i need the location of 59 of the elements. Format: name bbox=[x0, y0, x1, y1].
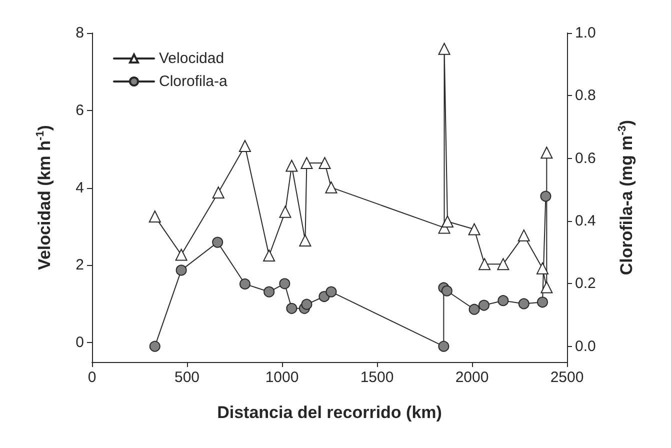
point bbox=[325, 181, 338, 194]
point bbox=[518, 298, 530, 310]
point bbox=[148, 210, 161, 222]
point bbox=[537, 296, 548, 308]
point bbox=[518, 229, 530, 242]
y2-tick-label: 0.6 bbox=[575, 150, 596, 167]
y-axis-title: Velocidad (km h-1) bbox=[34, 125, 54, 270]
x-tick-label: 2500 bbox=[550, 369, 584, 386]
legend-label: Velocidad bbox=[159, 50, 224, 67]
point bbox=[300, 157, 313, 170]
point bbox=[438, 340, 450, 352]
point bbox=[441, 216, 454, 228]
point bbox=[540, 146, 553, 159]
point bbox=[263, 250, 276, 262]
y2-tick-label: 0.0 bbox=[575, 338, 596, 355]
point bbox=[286, 160, 298, 172]
y2-tick-label: 1.0 bbox=[575, 24, 596, 42]
point bbox=[438, 42, 450, 55]
x-tick-label: 0 bbox=[88, 369, 96, 386]
point bbox=[478, 300, 490, 311]
point bbox=[212, 236, 224, 248]
y2-tick-label: 0.2 bbox=[575, 275, 596, 292]
point bbox=[536, 262, 548, 274]
point bbox=[279, 206, 292, 218]
y-tick-label: 6 bbox=[76, 102, 84, 119]
y-tick-label: 2 bbox=[76, 256, 84, 274]
point bbox=[326, 286, 337, 298]
point bbox=[478, 258, 491, 270]
y2-axis-title: Clorofila-a (mg m-3) bbox=[616, 120, 636, 276]
x-tick-label: 1000 bbox=[265, 369, 299, 386]
x-axis-title: Distancia del recorrido (km) bbox=[217, 403, 442, 422]
point bbox=[318, 157, 331, 170]
x-tick-label: 500 bbox=[174, 369, 200, 386]
point bbox=[238, 140, 251, 152]
point bbox=[279, 278, 290, 290]
point bbox=[286, 302, 298, 314]
y-tick-label: 0 bbox=[76, 334, 84, 352]
y-tick-label: 4 bbox=[76, 179, 84, 196]
point bbox=[540, 281, 553, 294]
legend-label: Clorofila-a bbox=[159, 73, 228, 90]
point bbox=[264, 286, 275, 298]
y-tick-label: 8 bbox=[76, 24, 84, 42]
point bbox=[176, 264, 187, 276]
point bbox=[149, 340, 160, 352]
point bbox=[468, 304, 480, 315]
point bbox=[299, 234, 312, 246]
point bbox=[301, 298, 312, 310]
point bbox=[498, 295, 509, 306]
point bbox=[540, 190, 552, 202]
point bbox=[441, 285, 452, 296]
x-tick-label: 1500 bbox=[360, 369, 394, 386]
point bbox=[239, 278, 250, 290]
point bbox=[212, 186, 224, 198]
x-tick-label: 2000 bbox=[455, 369, 489, 386]
y2-tick-label: 0.8 bbox=[575, 87, 596, 104]
point bbox=[497, 258, 510, 270]
y2-tick-label: 0.4 bbox=[575, 212, 596, 230]
point bbox=[175, 248, 188, 261]
point bbox=[468, 223, 480, 236]
